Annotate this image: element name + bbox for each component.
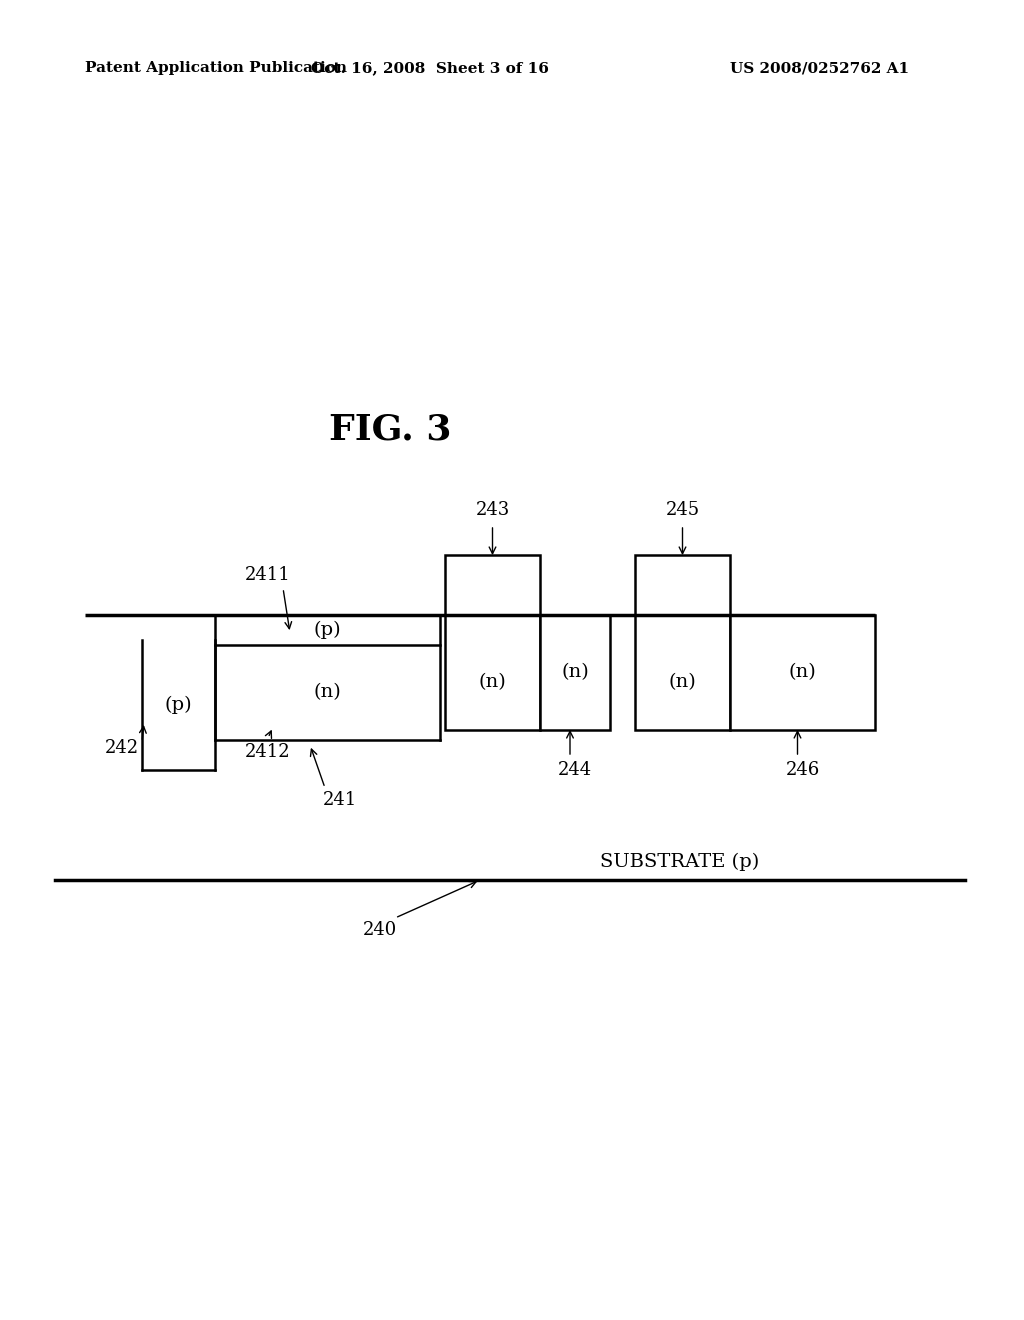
Text: (n): (n) [313, 684, 341, 701]
Text: (n): (n) [669, 673, 696, 692]
Bar [445, 554, 540, 730]
Bar [730, 615, 874, 730]
Text: (n): (n) [561, 664, 589, 681]
Bar [635, 554, 730, 730]
Text: 241: 241 [323, 791, 357, 809]
Text: SUBSTRATE (p): SUBSTRATE (p) [600, 853, 760, 871]
Text: 2411: 2411 [245, 566, 291, 583]
Text: 245: 245 [666, 502, 699, 519]
Text: (p): (p) [313, 620, 341, 639]
Text: Oct. 16, 2008  Sheet 3 of 16: Oct. 16, 2008 Sheet 3 of 16 [311, 61, 549, 75]
Text: (n): (n) [478, 673, 507, 692]
Text: Patent Application Publication: Patent Application Publication [85, 61, 347, 75]
Text: FIG. 3: FIG. 3 [329, 413, 452, 447]
Text: (p): (p) [165, 696, 193, 714]
Text: US 2008/0252762 A1: US 2008/0252762 A1 [730, 61, 909, 75]
Bar [540, 615, 610, 730]
Text: 244: 244 [558, 762, 592, 779]
Text: 246: 246 [785, 762, 819, 779]
Text: 2412: 2412 [245, 743, 291, 762]
Text: 243: 243 [475, 502, 510, 519]
Text: 240: 240 [362, 921, 397, 939]
Text: 242: 242 [105, 739, 139, 756]
Text: (n): (n) [788, 664, 816, 681]
